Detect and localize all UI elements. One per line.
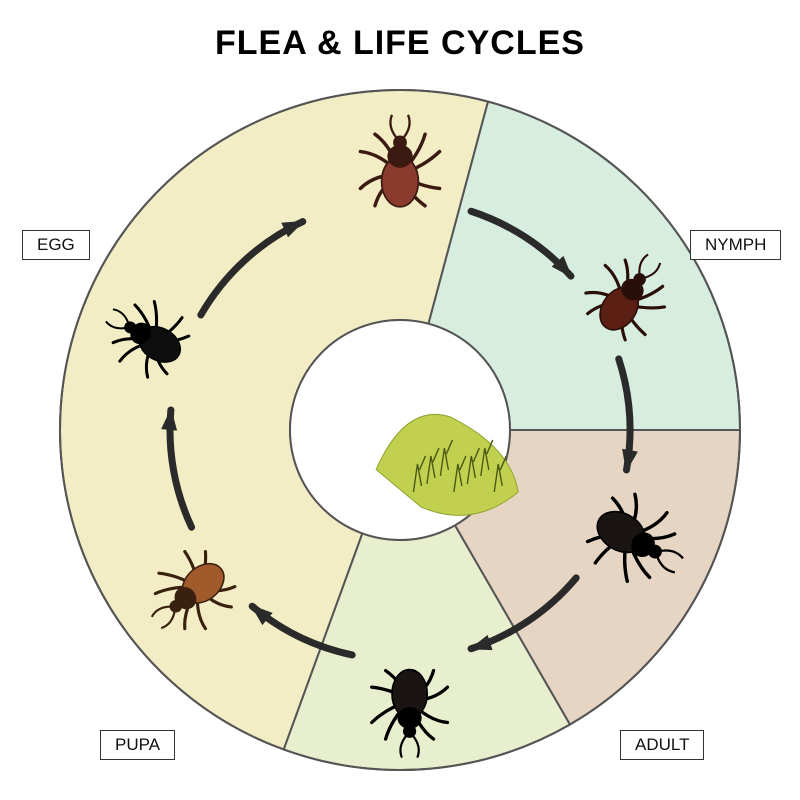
label-nymph: NYMPH	[690, 230, 781, 260]
life-cycle-diagram	[50, 80, 750, 780]
label-pupa: PUPA	[100, 730, 175, 760]
label-adult: ADULT	[620, 730, 704, 760]
label-egg: EGG	[22, 230, 90, 260]
title: FLEA & LIFE CYCLES	[0, 24, 800, 63]
